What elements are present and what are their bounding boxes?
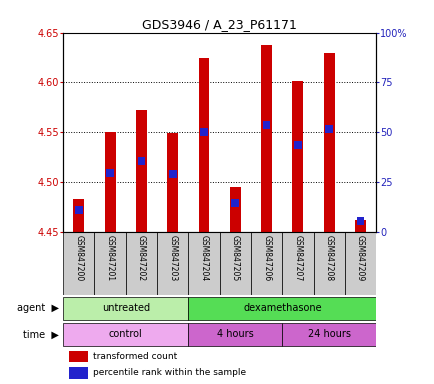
Bar [137,157,145,165]
Bar [63,296,188,320]
Bar [260,45,272,232]
Text: GSM847205: GSM847205 [230,235,239,281]
Bar [344,232,375,295]
Bar [69,367,88,379]
Title: GDS3946 / A_23_P61171: GDS3946 / A_23_P61171 [142,18,296,31]
Bar [262,121,270,129]
Bar [73,199,84,232]
Bar [69,351,88,362]
Bar [231,199,239,207]
Text: time  ▶: time ▶ [23,329,59,339]
Bar [198,58,209,232]
Bar [135,110,147,232]
Bar [292,81,303,232]
Bar [188,323,282,346]
Bar [75,206,82,214]
Bar [282,232,313,295]
Bar [200,128,207,136]
Bar [325,125,332,133]
Text: dexamethasone: dexamethasone [243,303,321,313]
Bar [167,133,178,232]
Bar [168,170,176,178]
Text: GSM847208: GSM847208 [324,235,333,281]
Bar [313,232,344,295]
Text: 4 hours: 4 hours [217,329,253,339]
Text: GSM847202: GSM847202 [137,235,145,281]
Bar [323,53,334,232]
Text: agent  ▶: agent ▶ [16,303,59,313]
Text: transformed count: transformed count [92,352,177,361]
Bar [125,232,157,295]
Bar [293,141,301,149]
Text: GSM847201: GSM847201 [105,235,114,281]
Text: GSM847203: GSM847203 [168,235,177,281]
Bar [356,217,364,225]
Text: percentile rank within the sample: percentile rank within the sample [92,369,245,377]
Bar [250,232,282,295]
Text: control: control [108,329,142,339]
Text: GSM847206: GSM847206 [262,235,270,281]
Bar [106,169,114,177]
Bar [63,232,94,295]
Text: GSM847209: GSM847209 [355,235,364,281]
Bar [282,323,375,346]
Bar [354,220,365,232]
Bar [157,232,188,295]
Bar [188,232,219,295]
Text: 24 hours: 24 hours [307,329,350,339]
Bar [229,187,240,232]
Text: GSM847204: GSM847204 [199,235,208,281]
Bar [63,323,188,346]
Bar [219,232,250,295]
Bar [188,296,375,320]
Bar [94,232,125,295]
Text: GSM847207: GSM847207 [293,235,302,281]
Text: untreated: untreated [102,303,149,313]
Text: GSM847200: GSM847200 [74,235,83,281]
Bar [104,132,115,232]
